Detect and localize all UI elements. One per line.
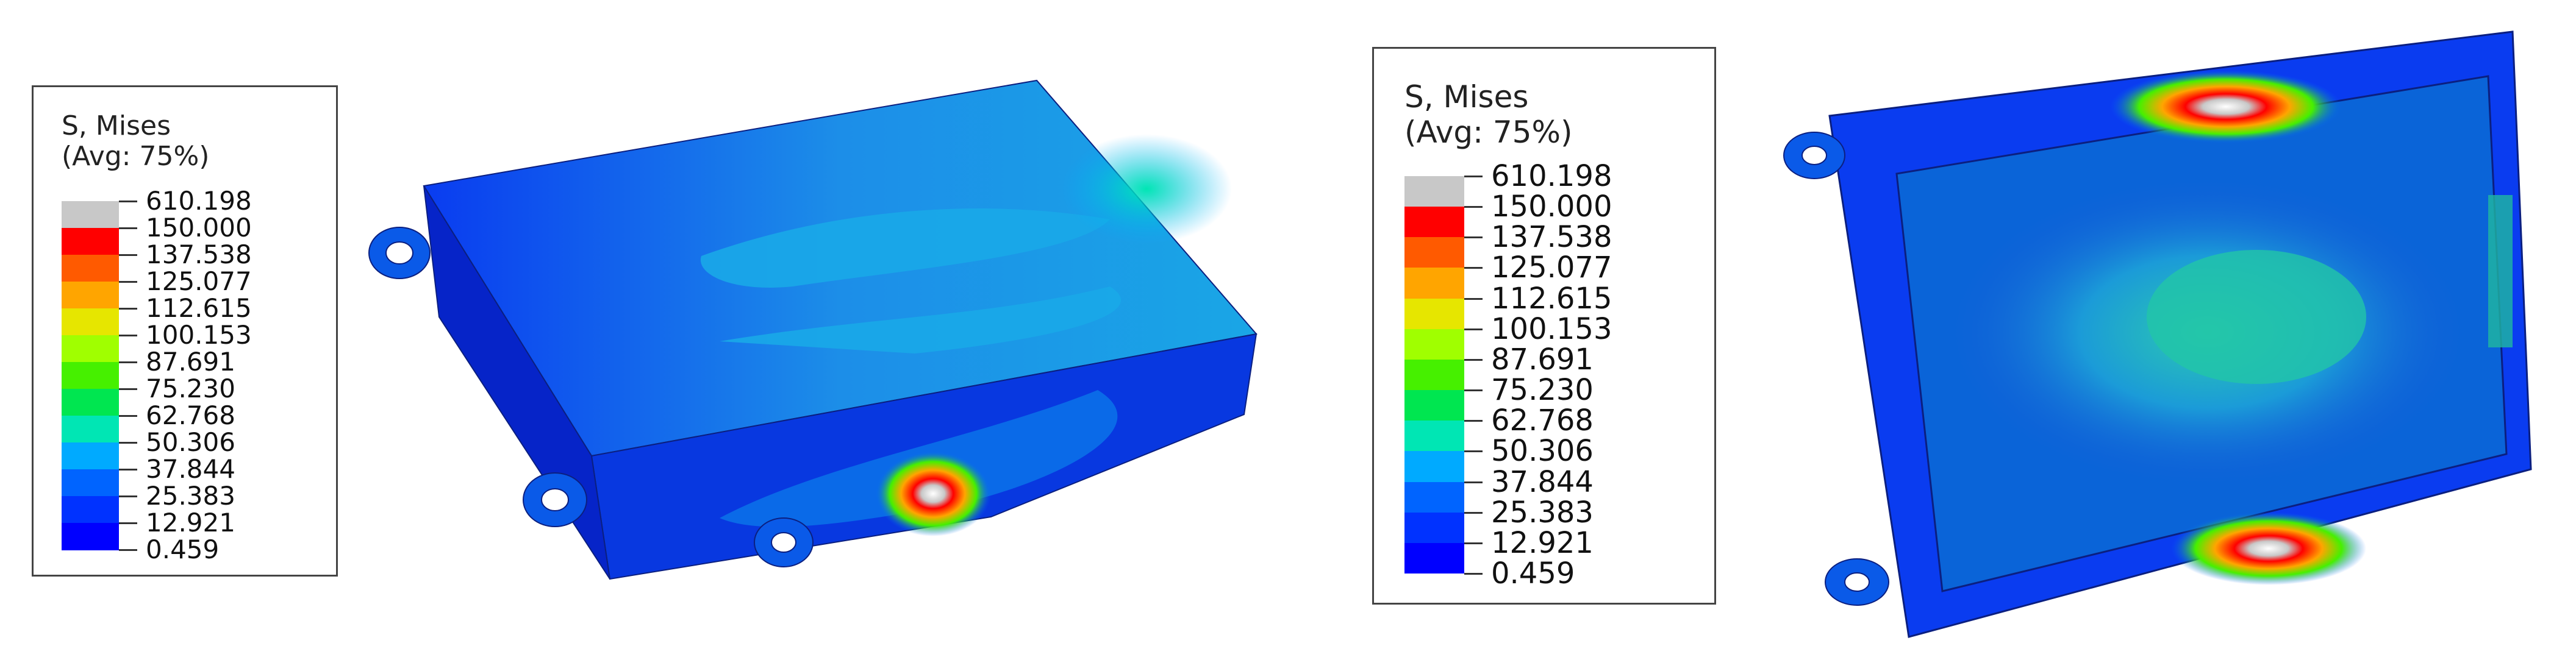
color-swatch: [1404, 268, 1464, 299]
legend-value: 0.459: [146, 534, 220, 564]
legend-tick: [119, 281, 137, 283]
legend-right: S, Mises (Avg: 75%) 610.198 150.000 137.53…: [1372, 47, 1716, 605]
legend-tick: [119, 415, 137, 417]
legend-tick: [1464, 389, 1483, 392]
color-swatch: [62, 442, 119, 470]
legend-value: 62.768: [146, 400, 235, 430]
color-scale-bar: [62, 201, 119, 550]
color-swatch: [1404, 451, 1464, 483]
legend-tick: [1464, 297, 1483, 300]
color-swatch: [62, 308, 119, 336]
legend-value: 50.306: [1491, 434, 1594, 469]
legend-tick: [119, 254, 137, 256]
legend-tick: [119, 227, 137, 229]
legend-value: 137.538: [146, 240, 252, 269]
legend-tick: [1464, 328, 1483, 330]
legend-value: 112.615: [1491, 281, 1612, 316]
legend-value: 0.459: [1491, 556, 1575, 591]
legend-tick: [119, 522, 137, 524]
color-swatch: [1404, 481, 1464, 513]
color-scale-bar: [1404, 176, 1464, 574]
legend-tick: [1464, 236, 1483, 239]
color-swatch: [62, 282, 119, 309]
legend-title-line1: S, Mises: [1404, 79, 1529, 115]
color-swatch: [62, 201, 119, 229]
legend-value: 112.615: [146, 293, 252, 323]
color-swatch: [62, 496, 119, 524]
legend-value: 12.921: [146, 508, 235, 538]
legend-title-line2: (Avg: 75%): [1404, 115, 1573, 150]
color-swatch: [62, 523, 119, 550]
legend-title-line2: (Avg: 75%): [62, 141, 210, 172]
legend-value: 150.000: [146, 213, 252, 243]
color-swatch: [1404, 421, 1464, 452]
legend-value: 25.383: [1491, 495, 1594, 530]
color-swatch: [1404, 359, 1464, 391]
legend-left: S, Mises (Avg: 75%) 610.198 150.000 137.53…: [32, 85, 338, 577]
legend-tick: [1464, 481, 1483, 483]
color-swatch: [62, 335, 119, 363]
legend-value: 37.844: [1491, 464, 1594, 499]
legend-value: 87.691: [146, 347, 235, 377]
color-swatch: [1404, 328, 1464, 360]
legend-value: 150.000: [1491, 190, 1612, 224]
legend-tick: [119, 495, 137, 497]
legend-value: 25.383: [146, 481, 235, 511]
legend-tick: [1464, 450, 1483, 453]
color-swatch: [62, 389, 119, 416]
color-swatch: [62, 362, 119, 389]
legend-tick: [1464, 267, 1483, 269]
legend-tick: [119, 361, 137, 363]
legend-tick: [1464, 358, 1483, 361]
legend-value: 137.538: [1491, 220, 1612, 255]
color-swatch: [1404, 207, 1464, 238]
color-swatch: [62, 469, 119, 497]
legend-tick: [119, 388, 137, 390]
legend-value: 75.230: [1491, 373, 1594, 408]
legend-tick: [119, 308, 137, 310]
legend-tick: [1464, 176, 1483, 177]
legend-tick: [1464, 206, 1483, 208]
legend-value: 50.306: [146, 427, 235, 457]
legend-tick: [119, 469, 137, 471]
legend-tick: [1464, 542, 1483, 544]
legend-tick: [119, 335, 137, 336]
legend-value: 610.198: [1491, 159, 1612, 193]
color-swatch: [1404, 390, 1464, 421]
legend-value: 62.768: [1491, 403, 1594, 438]
color-swatch: [62, 255, 119, 282]
legend-value: 125.077: [1491, 250, 1612, 285]
color-swatch: [1404, 237, 1464, 268]
legend-tick: [1464, 511, 1483, 514]
color-swatch: [1404, 512, 1464, 544]
legend-value: 610.198: [146, 186, 252, 216]
legend-tick: [119, 549, 137, 551]
legend-value: 87.691: [1491, 342, 1594, 377]
legend-value: 125.077: [146, 266, 252, 296]
legend-value: 100.153: [146, 320, 252, 350]
legend-tick: [1464, 573, 1483, 575]
legend-tick: [1464, 420, 1483, 422]
color-swatch: [1404, 542, 1464, 574]
legend-tick: [119, 201, 137, 202]
color-swatch: [62, 228, 119, 255]
legend-value: 12.921: [1491, 525, 1594, 560]
color-swatch: [62, 416, 119, 443]
legend-value: 75.230: [146, 374, 235, 403]
legend-title-line1: S, Mises: [62, 110, 171, 141]
color-swatch: [1404, 298, 1464, 330]
legend-value: 100.153: [1491, 311, 1612, 346]
legend-tick: [119, 442, 137, 444]
legend-value: 37.844: [146, 454, 235, 484]
color-swatch: [1404, 176, 1464, 207]
